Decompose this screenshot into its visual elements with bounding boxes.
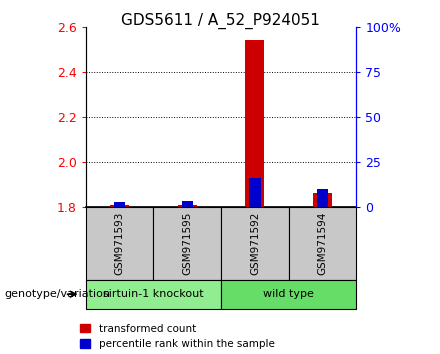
Text: genotype/variation: genotype/variation — [4, 289, 110, 299]
Bar — [246, 40, 264, 207]
Bar — [313, 193, 332, 207]
Text: wild type: wild type — [263, 289, 314, 299]
Bar — [182, 201, 193, 207]
Bar — [249, 178, 260, 207]
Text: GDS5611 / A_52_P924051: GDS5611 / A_52_P924051 — [121, 12, 319, 29]
Text: GSM971592: GSM971592 — [250, 212, 260, 275]
Text: GSM971593: GSM971593 — [115, 212, 125, 275]
Text: GSM971594: GSM971594 — [318, 212, 327, 275]
Bar — [178, 205, 197, 207]
Text: GSM971595: GSM971595 — [182, 212, 192, 275]
Bar — [110, 205, 129, 207]
Bar — [114, 202, 125, 207]
Bar — [317, 189, 328, 207]
Legend: transformed count, percentile rank within the sample: transformed count, percentile rank withi… — [80, 324, 275, 349]
Text: sirtuin-1 knockout: sirtuin-1 knockout — [103, 289, 204, 299]
